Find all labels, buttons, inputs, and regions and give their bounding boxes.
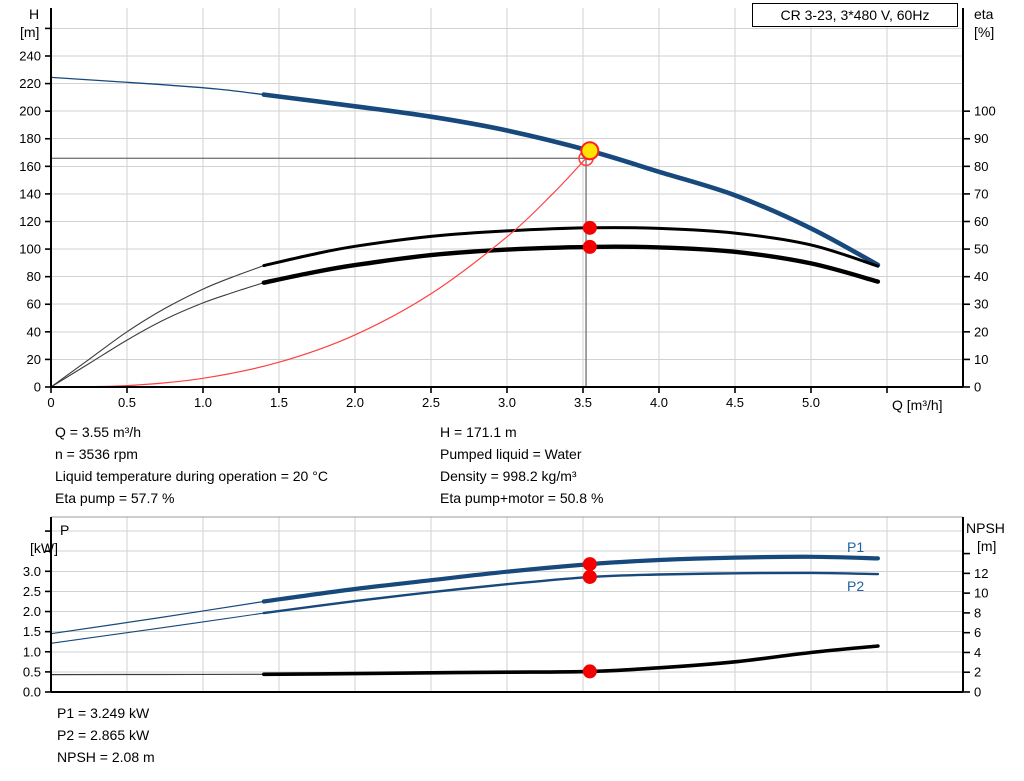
curve-eta-pump-motor [261, 244, 881, 285]
y-left-tick-label: 120 [19, 214, 41, 229]
eta-axis-title: eta [974, 6, 994, 22]
y-left-tick-label: 80 [27, 269, 41, 284]
p2-series-label: P2 [847, 578, 865, 594]
y-right-tick-label: 80 [974, 159, 988, 174]
y-left-tick-label: 0 [34, 380, 41, 395]
npsh-duty-marker [582, 664, 597, 679]
y-right-tick-label: 2 [974, 665, 981, 680]
y-left-tick-label: 40 [27, 324, 41, 339]
curve-duty-eta-curve [50, 157, 587, 388]
x-tick-label: 1.5 [270, 395, 288, 410]
x-tick-label: 2.0 [346, 395, 364, 410]
y-right-tick-label: 12 [974, 566, 988, 581]
npsh-axis-unit: [m] [977, 538, 997, 554]
y-right-tick-label: 60 [974, 214, 988, 229]
info-liquid: Pumped liquid = Water [440, 446, 582, 462]
curve-p2-curve-preview [50, 612, 265, 644]
y-right-tick-label: 90 [974, 131, 988, 146]
curve-qh-curve-preview [50, 76, 265, 96]
y-left-tick-label: 160 [19, 159, 41, 174]
y-right-tick-label: 4 [974, 645, 981, 660]
duty-actual-marker [580, 141, 600, 161]
info-h: H = 171.1 m [440, 424, 517, 440]
y-left-tick-label: 1.5 [23, 624, 41, 639]
x-tick-label: 0 [47, 395, 54, 410]
y-right-tick-label: 6 [974, 625, 981, 640]
p1-duty-marker [582, 557, 597, 572]
y-left-tick-label: 2.5 [23, 584, 41, 599]
y-right-tick-label: 10 [974, 352, 988, 367]
x-tick-label: 5.0 [802, 395, 820, 410]
info-n: n = 3536 rpm [55, 446, 138, 462]
y-right-tick-label: 30 [974, 297, 988, 312]
info-density: Density = 998.2 kg/m³ [440, 468, 577, 484]
eta-pump-duty-marker [582, 220, 597, 235]
p-axis-title: P [60, 522, 70, 538]
x-tick-label: 4.0 [650, 395, 668, 410]
y-right-tick-label: 8 [974, 605, 981, 620]
info-p2: P2 = 2.865 kW [57, 727, 150, 743]
p-axis-unit: [kW] [30, 540, 58, 556]
y-right-tick-label: 0 [974, 685, 981, 700]
power-info: P1 = 3.249 kW P2 = 2.865 kW NPSH = 2.08 … [57, 702, 155, 768]
y-left-tick-label: 3.0 [23, 564, 41, 579]
curve-p1-curve-preview [50, 600, 265, 635]
duty-info-left: Q = 3.55 m³/h n = 3536 rpm Liquid temper… [55, 421, 328, 509]
y-left-tick-label: 240 [19, 48, 41, 63]
y-right-tick-label: 50 [974, 242, 988, 257]
y-left-tick-label: 200 [19, 104, 41, 119]
curve-p2-curve [262, 571, 880, 615]
eta-pump-motor-duty-marker [582, 239, 597, 254]
y-left-tick-label: 140 [19, 186, 41, 201]
x-tick-label: 2.5 [422, 395, 440, 410]
npsh-axis-title: NPSH [966, 520, 1005, 536]
y-left-tick-label: 0.0 [23, 685, 41, 700]
x-tick-label: 3.5 [574, 395, 592, 410]
info-temp: Liquid temperature during operation = 20… [55, 468, 328, 484]
info-npsh: NPSH = 2.08 m [57, 749, 155, 765]
curve-eta-pump-preview [50, 265, 265, 388]
x-tick-label: 4.5 [726, 395, 744, 410]
y-left-tick-label: 220 [19, 76, 41, 91]
y-left-tick-label: 20 [27, 352, 41, 367]
curve-npsh-curve [262, 644, 880, 677]
info-q: Q = 3.55 m³/h [55, 424, 141, 440]
curve-eta-pump-motor-preview [50, 282, 265, 388]
x-tick-label: 1.0 [194, 395, 212, 410]
y-left-tick-label: 0.5 [23, 664, 41, 679]
y-left-tick-label: 100 [19, 242, 41, 257]
y-left-tick-label: 60 [27, 297, 41, 312]
y-right-tick-label: 20 [974, 324, 988, 339]
p1-series-label: P1 [847, 539, 865, 555]
h-axis-title: H [29, 6, 40, 22]
y-right-tick-label: 70 [974, 186, 988, 201]
y-left-tick-label: 1.0 [23, 644, 41, 659]
x-tick-label: 3.0 [498, 395, 516, 410]
curve-eta-pump [262, 226, 880, 268]
pump-model-title: CR 3-23, 3*480 V, 60Hz [752, 3, 958, 27]
info-p1: P1 = 3.249 kW [57, 705, 150, 721]
y-right-tick-label: 0 [974, 380, 981, 395]
q-axis-title: Q [m³/h] [892, 397, 943, 413]
duty-info-right: H = 171.1 m Pumped liquid = Water Densit… [440, 421, 603, 509]
y-right-tick-label: 40 [974, 269, 988, 284]
y-right-tick-label: 100 [974, 104, 996, 119]
p2-duty-marker [582, 569, 597, 584]
y-left-tick-label: 180 [19, 131, 41, 146]
y-left-tick-label: 2.0 [23, 604, 41, 619]
info-eta-pump: Eta pump = 57.7 % [55, 490, 175, 506]
h-axis-unit: [m] [20, 24, 40, 40]
y-right-tick-label: 10 [974, 586, 988, 601]
x-tick-label: 0.5 [118, 395, 136, 410]
info-eta-pump-motor: Eta pump+motor = 50.8 % [440, 490, 604, 506]
eta-axis-unit: [%] [974, 24, 995, 40]
